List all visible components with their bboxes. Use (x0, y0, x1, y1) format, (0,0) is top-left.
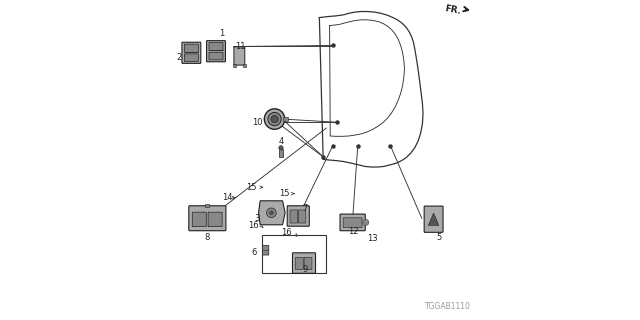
Text: 6: 6 (252, 248, 257, 257)
FancyBboxPatch shape (192, 212, 206, 227)
Circle shape (279, 146, 284, 150)
Text: 12: 12 (348, 228, 358, 236)
Text: 4: 4 (278, 137, 284, 146)
Text: 10: 10 (253, 118, 263, 127)
FancyBboxPatch shape (292, 253, 316, 273)
Circle shape (363, 219, 369, 226)
Text: 9: 9 (303, 265, 308, 274)
FancyBboxPatch shape (182, 42, 201, 63)
Circle shape (271, 116, 278, 123)
Text: 5: 5 (436, 233, 442, 242)
FancyBboxPatch shape (296, 257, 303, 269)
FancyBboxPatch shape (184, 54, 198, 61)
Bar (262, 235, 326, 273)
Circle shape (264, 109, 285, 129)
FancyBboxPatch shape (343, 218, 362, 228)
FancyBboxPatch shape (290, 210, 298, 223)
FancyBboxPatch shape (298, 210, 306, 223)
FancyBboxPatch shape (209, 43, 223, 51)
FancyBboxPatch shape (208, 212, 222, 227)
Bar (233, 63, 236, 68)
FancyBboxPatch shape (184, 44, 198, 52)
FancyBboxPatch shape (189, 206, 226, 231)
Text: 14: 14 (223, 193, 233, 202)
FancyBboxPatch shape (424, 206, 443, 232)
Text: 3: 3 (254, 214, 259, 223)
Bar (279, 149, 283, 157)
Circle shape (269, 211, 273, 215)
Text: 11: 11 (236, 42, 246, 51)
Text: 15: 15 (246, 183, 257, 192)
Text: 2: 2 (177, 53, 182, 62)
Bar (243, 63, 246, 68)
FancyBboxPatch shape (304, 257, 312, 269)
Text: 16: 16 (281, 228, 292, 237)
Circle shape (267, 208, 276, 218)
FancyBboxPatch shape (340, 214, 365, 231)
Text: 15: 15 (279, 189, 290, 198)
Text: 13: 13 (367, 234, 378, 243)
Text: 8: 8 (205, 233, 210, 242)
FancyBboxPatch shape (287, 206, 309, 226)
Text: TGGAB1110: TGGAB1110 (425, 302, 471, 311)
Text: 7: 7 (302, 204, 308, 213)
Bar (283, 117, 288, 121)
Circle shape (268, 112, 281, 126)
Text: 16: 16 (248, 221, 259, 230)
Polygon shape (259, 201, 285, 225)
Text: 1: 1 (219, 29, 224, 38)
FancyBboxPatch shape (207, 41, 225, 62)
FancyBboxPatch shape (262, 245, 269, 255)
Text: FR.: FR. (444, 4, 462, 15)
FancyBboxPatch shape (209, 52, 223, 60)
Bar (205, 204, 209, 207)
FancyBboxPatch shape (234, 47, 245, 65)
Polygon shape (428, 213, 439, 225)
